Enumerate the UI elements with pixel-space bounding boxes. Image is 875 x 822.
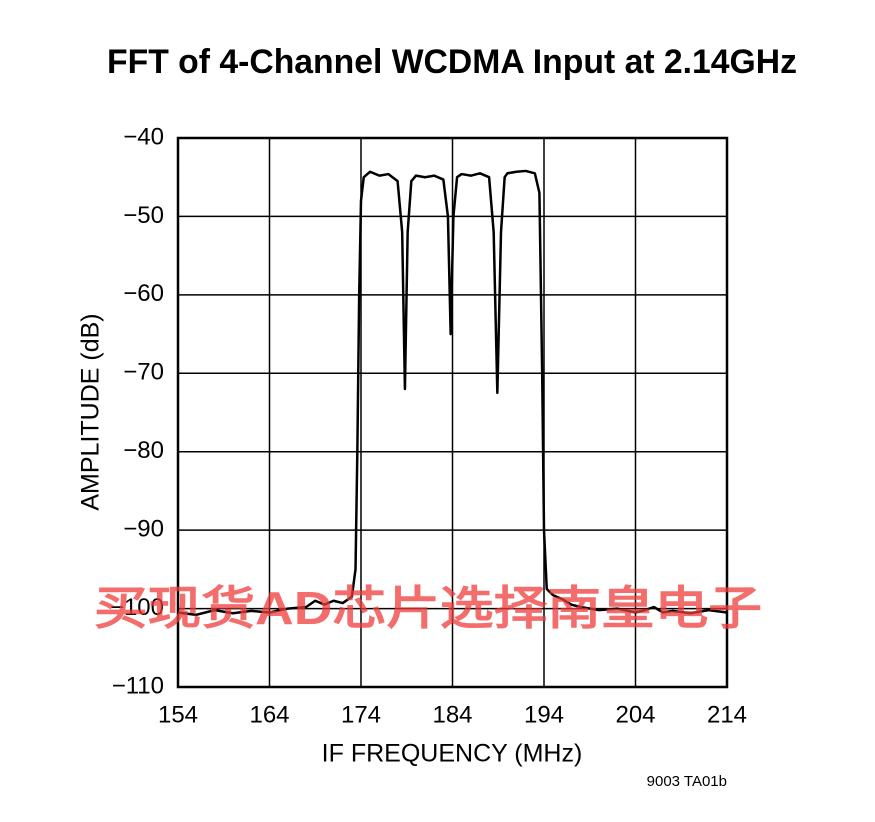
x-tick-label: 184 <box>432 701 472 728</box>
x-axis-title: IF FREQUENCY (MHz) <box>322 740 583 768</box>
watermark: 买现货AD芯片选择南皇电子 <box>94 582 762 634</box>
x-tick-label: 164 <box>249 701 289 728</box>
y-tick-label: −70 <box>123 359 164 386</box>
y-tick-label: −50 <box>123 202 164 229</box>
y-tick-label: −90 <box>123 515 164 542</box>
y-tick-label: −100 <box>110 594 164 621</box>
x-tick-label: 204 <box>615 701 655 728</box>
x-tick-label: 214 <box>707 701 747 728</box>
x-tick-label: 194 <box>524 701 564 728</box>
y-tick-label: −40 <box>123 123 164 150</box>
x-tick-label: 174 <box>341 701 381 728</box>
plot-frame <box>176 136 729 689</box>
figure-code: 9003 TA01b <box>647 773 727 790</box>
y-axis-title: AMPLITUDE (dB) <box>77 313 105 510</box>
y-tick-label: −60 <box>123 280 164 307</box>
y-tick-label: −80 <box>123 437 164 464</box>
y-tick-label: −110 <box>112 672 164 699</box>
spectrum-line <box>177 169 728 617</box>
chart-title: FFT of 4-Channel WCDMA Input at 2.14GHz <box>107 43 797 81</box>
x-tick-label: 154 <box>158 701 198 728</box>
